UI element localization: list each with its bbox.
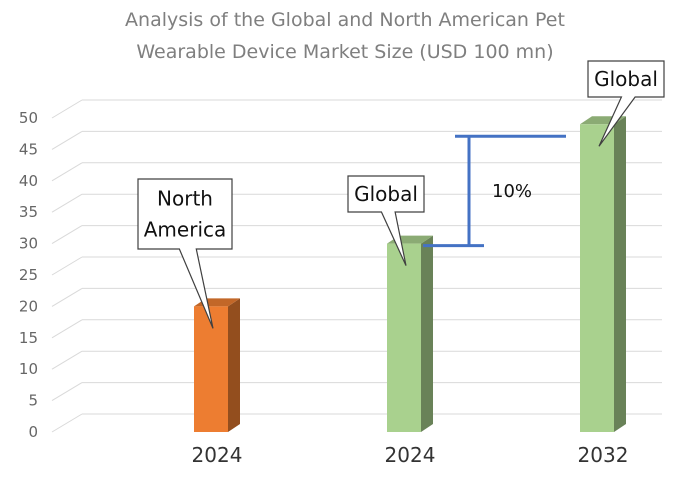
y-tick-label: 0: [28, 423, 38, 441]
gridline-diagonal: [51, 382, 83, 402]
x-tick-label: 2024: [192, 443, 243, 467]
y-tick-label: 45: [19, 140, 38, 158]
y-tick-label: 30: [19, 235, 38, 253]
y-tick-label: 35: [19, 203, 38, 221]
bars: [194, 116, 626, 432]
callout-label: America: [144, 218, 227, 242]
callout: Global: [347, 175, 425, 266]
callout-box: [587, 60, 665, 147]
callout-label: Global: [594, 67, 658, 91]
chart-title-line-2: Wearable Device Market Size (USD 100 mn): [136, 41, 553, 63]
growth-label: 10%: [492, 181, 532, 202]
gridline-diagonal: [51, 256, 83, 276]
y-tick-label: 15: [19, 329, 38, 347]
bar: [194, 298, 240, 432]
bar-side: [614, 116, 626, 432]
y-tick-label: 20: [19, 297, 38, 315]
bar-side: [421, 235, 433, 432]
callout-box: [137, 178, 233, 329]
callout-label: North: [157, 187, 213, 211]
bar-front: [194, 306, 228, 432]
bar: [387, 235, 433, 432]
y-tick-label: 40: [19, 172, 38, 190]
gridline-diagonal: [51, 319, 83, 339]
y-tick-label: 5: [28, 392, 38, 410]
bar: [580, 116, 626, 432]
callout: Global: [587, 60, 665, 147]
gridline-diagonal: [51, 350, 83, 370]
gridline-diagonal: [51, 162, 83, 182]
gridline-diagonal: [51, 99, 83, 119]
gridline-diagonal: [51, 413, 83, 433]
bar-front: [580, 124, 614, 432]
chart-title: Analysis of the Global and North America…: [125, 9, 565, 63]
gridline-diagonal: [51, 193, 83, 213]
x-tick-label: 2032: [578, 443, 629, 467]
grid: [51, 99, 662, 433]
callouts: North America Global Global: [137, 60, 665, 329]
bar-side: [228, 298, 240, 432]
y-tick-label: 10: [19, 360, 38, 378]
bar-front: [387, 243, 421, 432]
growth-annotation: 10%: [423, 134, 566, 248]
callout-label: Global: [354, 182, 418, 206]
gridline-diagonal: [51, 225, 83, 245]
y-tick-label: 50: [19, 109, 38, 127]
chart-title-line-1: Analysis of the Global and North America…: [125, 9, 565, 31]
gridline-diagonal: [51, 130, 83, 150]
gridline-diagonal: [51, 287, 83, 307]
x-axis: 2024 2024 2032: [192, 443, 629, 467]
y-tick-label: 25: [19, 266, 38, 284]
x-tick-label: 2024: [385, 443, 436, 467]
callout-box: [347, 175, 425, 266]
callout: North America: [137, 178, 233, 329]
y-axis: 0 5 10 15 20 25 30 35 40 45 50: [19, 109, 38, 441]
